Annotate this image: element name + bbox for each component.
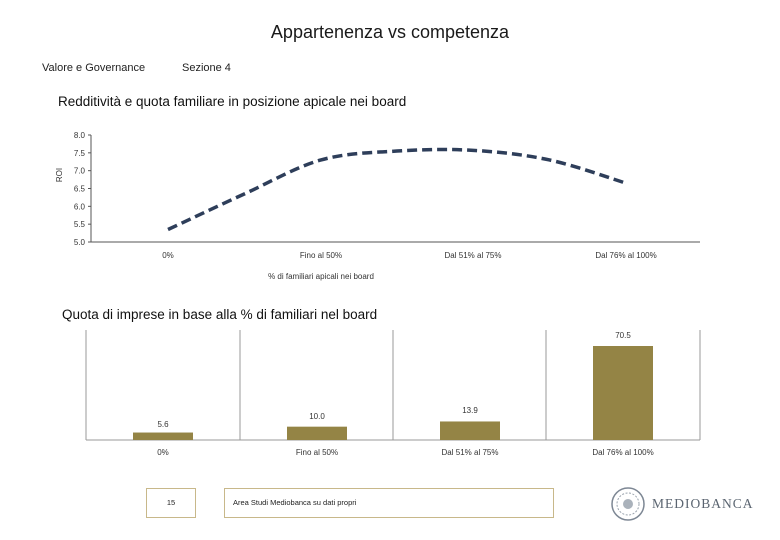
x-tick-label: 0%: [162, 251, 174, 260]
bar-chart-title: Quota di imprese in base alla % di famil…: [62, 307, 378, 322]
roi-series-line: [167, 147, 627, 232]
page-title: Appartenenza vs competenza: [270, 22, 510, 42]
x-tick-label: Fino al 50%: [296, 448, 338, 457]
header-section-number: Sezione 4: [182, 62, 231, 74]
x-axis-label: % di familiari apicali nei board: [268, 272, 374, 281]
line-chart-title: Redditività e quota familiare in posizio…: [58, 94, 407, 109]
bar: [593, 346, 653, 440]
bar-value-label: 70.5: [615, 331, 631, 340]
bar-value-label: 13.9: [462, 406, 478, 415]
x-tick-label: 0%: [157, 448, 169, 457]
y-tick-label: 7.5: [74, 149, 86, 158]
mediobanca-logo: MEDIOBANCA: [610, 486, 760, 522]
y-tick-label: 5.5: [74, 220, 86, 229]
x-tick-label: Dal 76% al 100%: [592, 448, 653, 457]
y-tick-label: 8.0: [74, 131, 86, 140]
y-tick-label: 5.0: [74, 238, 86, 247]
y-axis-label: ROI: [55, 168, 64, 182]
x-tick-label: Dal 76% al 100%: [595, 251, 656, 260]
bar: [133, 432, 193, 440]
bar: [287, 426, 347, 440]
bar-value-label: 10.0: [309, 412, 325, 421]
line-chart: 8.0 7.5 7.0 6.5 6.0 5.5 5.0 ROI 0% Fino al 50% Dal…: [55, 131, 700, 281]
x-tick-label: Fino al 50%: [300, 251, 342, 260]
y-tick-label: 7.0: [74, 167, 86, 176]
bar: [440, 421, 500, 440]
bar-value-label: 5.6: [157, 420, 169, 429]
seal-icon: [611, 487, 645, 521]
x-tick-label: Dal 51% al 75%: [442, 448, 499, 457]
y-tick-label: 6.0: [74, 202, 86, 211]
x-tick-label: Dal 51% al 75%: [445, 251, 502, 260]
header-section-name: Valore e Governance: [42, 62, 146, 74]
bar-chart: 5.6 10.0 13.9 70.5 0% Fino al 50% Dal 51% al 7…: [85, 330, 701, 457]
page-number: 15: [146, 488, 196, 518]
logo-text: MEDIOBANCA: [652, 496, 754, 511]
y-tick-label: 6.5: [74, 185, 86, 194]
source-note: Area Studi Mediobanca su dati propri: [224, 488, 554, 518]
